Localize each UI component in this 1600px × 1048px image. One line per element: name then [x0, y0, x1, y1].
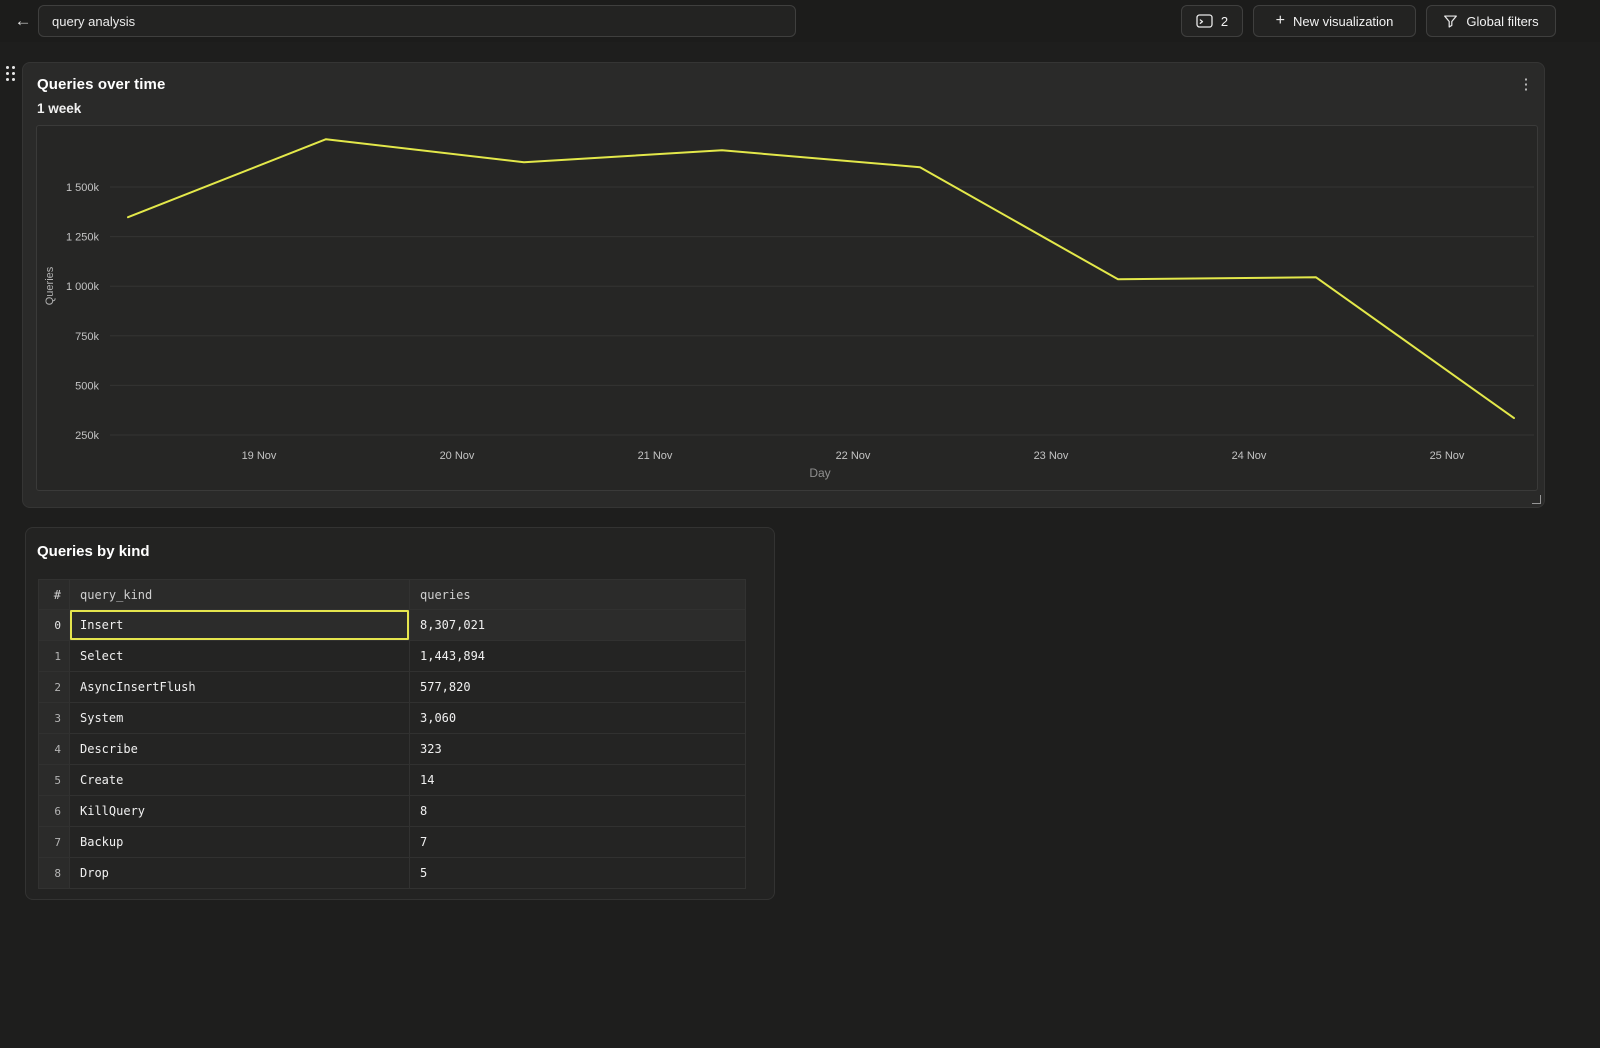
y-tick-label: 500k	[75, 380, 99, 392]
dashboard-title-input[interactable]	[38, 5, 796, 37]
query-kind-cell[interactable]: KillQuery	[70, 796, 409, 826]
x-tick-label: 21 Nov	[638, 450, 673, 462]
queries-over-time-panel: Queries over time 1 week ⋮ 250k 500k 750k 1…	[22, 62, 1545, 508]
row-index-cell[interactable]: 2	[39, 672, 70, 702]
panel-resize-handle[interactable]	[1532, 495, 1541, 504]
x-tick-label: 23 Nov	[1034, 450, 1069, 462]
chart-title: Queries over time	[37, 76, 165, 93]
queries-line-chart[interactable]: 250k 500k 750k 1 000k 1 250k 1 500k 19 Nov 20 N…	[37, 126, 1537, 490]
line-chart-plot-area[interactable]: 250k 500k 750k 1 000k 1 250k 1 500k 19 Nov 20 N…	[36, 125, 1538, 491]
x-tick-label: 20 Nov	[440, 450, 475, 462]
queries-count-cell[interactable]: 323	[409, 734, 745, 764]
queries-count-cell[interactable]: 5	[409, 858, 745, 888]
table-row: 3System3,060	[39, 702, 745, 733]
row-index-cell[interactable]: 5	[39, 765, 70, 795]
funnel-icon	[1443, 14, 1458, 29]
queries-count-cell[interactable]: 1,443,894	[409, 641, 745, 671]
queries-by-kind-panel: Queries by kind # query_kind queries 0In…	[25, 527, 775, 900]
y-tick-label: 1 500k	[66, 182, 100, 194]
back-button[interactable]: ←	[10, 9, 36, 33]
y-tick-label: 1 000k	[66, 281, 100, 293]
new-visualization-label: New visualization	[1293, 14, 1393, 29]
queries-by-kind-table: # query_kind queries 0Insert8,307,0211Se…	[38, 579, 746, 889]
query-kind-cell[interactable]: Select	[70, 641, 409, 671]
console-count-label: 2	[1221, 14, 1228, 29]
queries-count-cell[interactable]: 14	[409, 765, 745, 795]
x-tick-label: 22 Nov	[836, 450, 871, 462]
table-row: 4Describe323	[39, 733, 745, 764]
queries-count-cell[interactable]: 8,307,021	[409, 610, 745, 640]
queries-count-cell[interactable]: 3,060	[409, 703, 745, 733]
row-index-cell[interactable]: 6	[39, 796, 70, 826]
header-query-kind[interactable]: query_kind	[70, 580, 409, 609]
table-body: 0Insert8,307,0211Select1,443,8942AsyncIn…	[39, 609, 745, 888]
top-bar: ← 2 + New visualization Global filters	[0, 0, 1600, 42]
y-axis-title: Queries	[44, 266, 56, 305]
queries-count-cell[interactable]: 577,820	[409, 672, 745, 702]
query-kind-cell[interactable]: Describe	[70, 734, 409, 764]
table-row: 6KillQuery8	[39, 795, 745, 826]
row-index-cell[interactable]: 8	[39, 858, 70, 888]
panel-menu-button[interactable]: ⋮	[1516, 73, 1536, 95]
table-row: 8Drop5	[39, 857, 745, 888]
table-title: Queries by kind	[37, 543, 150, 560]
global-filters-button[interactable]: Global filters	[1426, 5, 1556, 37]
plus-icon: +	[1276, 13, 1285, 29]
queries-count-cell[interactable]: 8	[409, 796, 745, 826]
table-row: 1Select1,443,894	[39, 640, 745, 671]
chart-subtitle: 1 week	[37, 101, 81, 116]
x-axis-title: Day	[809, 466, 830, 480]
x-tick-label: 19 Nov	[242, 450, 277, 462]
table-row: 7Backup7	[39, 826, 745, 857]
query-kind-cell[interactable]: Backup	[70, 827, 409, 857]
query-kind-cell[interactable]: Insert	[70, 610, 409, 640]
table-row: 5Create14	[39, 764, 745, 795]
kebab-icon: ⋮	[1519, 75, 1534, 93]
table-header-row: # query_kind queries	[39, 580, 745, 609]
x-tick-label: 25 Nov	[1430, 450, 1465, 462]
row-index-cell[interactable]: 4	[39, 734, 70, 764]
row-index-cell[interactable]: 7	[39, 827, 70, 857]
query-kind-cell[interactable]: AsyncInsertFlush	[70, 672, 409, 702]
header-queries[interactable]: queries	[409, 580, 745, 609]
query-kind-cell[interactable]: Create	[70, 765, 409, 795]
back-arrow-icon: ←	[15, 11, 32, 31]
y-tick-label: 750k	[75, 331, 99, 343]
query-kind-cell[interactable]: System	[70, 703, 409, 733]
y-tick-label: 1 250k	[66, 232, 100, 244]
row-index-cell[interactable]: 0	[39, 610, 70, 640]
table-row: 0Insert8,307,021	[39, 609, 745, 640]
global-filters-label: Global filters	[1466, 14, 1538, 29]
queries-count-cell[interactable]: 7	[409, 827, 745, 857]
row-index-cell[interactable]: 3	[39, 703, 70, 733]
console-icon	[1196, 14, 1213, 28]
sql-console-button[interactable]: 2	[1181, 5, 1243, 37]
queries-line	[128, 139, 1514, 418]
x-tick-label: 24 Nov	[1232, 450, 1267, 462]
row-index-cell[interactable]: 1	[39, 641, 70, 671]
header-index: #	[39, 580, 70, 609]
query-kind-cell[interactable]: Drop	[70, 858, 409, 888]
table-row: 2AsyncInsertFlush577,820	[39, 671, 745, 702]
panel-drag-handle-icon[interactable]	[6, 66, 19, 83]
y-tick-label: 250k	[75, 430, 99, 442]
new-visualization-button[interactable]: + New visualization	[1253, 5, 1416, 37]
